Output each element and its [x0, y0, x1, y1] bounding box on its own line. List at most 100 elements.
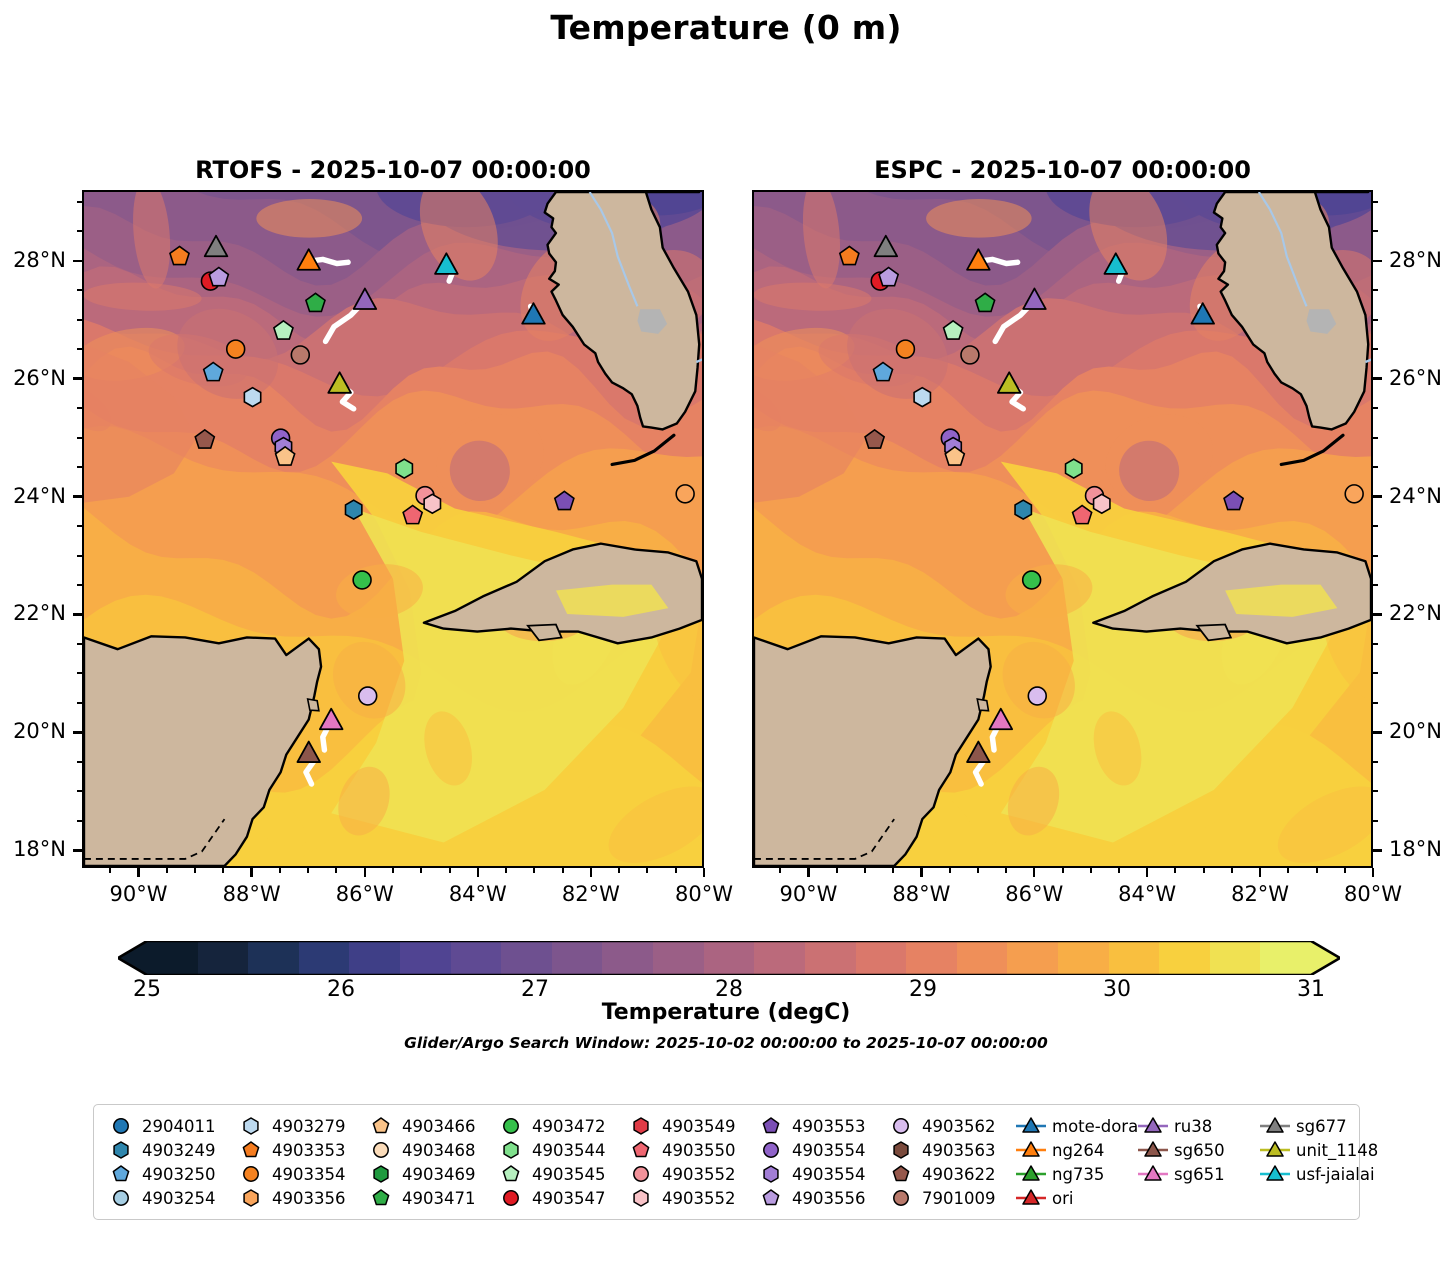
- argo-marker-4903353[interactable]: [838, 245, 860, 266]
- argo-marker-4903249[interactable]: [344, 499, 363, 521]
- legend-entry[interactable]: 2904011: [104, 1114, 234, 1138]
- legend-entry[interactable]: 4903563: [884, 1138, 1014, 1162]
- legend-entry[interactable]: 4903250: [104, 1162, 234, 1186]
- legend-entry[interactable]: ng735: [1014, 1162, 1136, 1186]
- glider-marker-mote-dora[interactable]: [521, 302, 546, 325]
- glider-marker-ng264[interactable]: [296, 248, 321, 271]
- x-tick-mark: [1258, 868, 1262, 877]
- argo-marker-4903466[interactable]: [944, 445, 966, 466]
- legend-entry[interactable]: 4903547: [494, 1186, 624, 1210]
- glider-marker-sg677[interactable]: [873, 234, 899, 258]
- legend-entry[interactable]: 7901009: [884, 1186, 1014, 1210]
- argo-marker-4903472[interactable]: [352, 570, 372, 590]
- argo-marker-4903622[interactable]: [194, 428, 216, 449]
- legend-entry[interactable]: mote-dora: [1014, 1114, 1138, 1138]
- glider-marker-unit_1148[interactable]: [996, 371, 1022, 394]
- argo-marker-4903249[interactable]: [1014, 499, 1033, 521]
- legend-entry[interactable]: sg650: [1136, 1138, 1258, 1162]
- legend-entry[interactable]: 4903249: [104, 1138, 234, 1162]
- glider-marker-usf-jaialai[interactable]: [434, 252, 459, 275]
- argo-marker-4903562[interactable]: [1027, 686, 1047, 706]
- glider-marker-ru38[interactable]: [1022, 287, 1047, 310]
- argo-marker-4903545[interactable]: [942, 319, 964, 340]
- sst-eddy-filament: [1093, 711, 1142, 786]
- legend-entry[interactable]: sg677: [1258, 1114, 1380, 1138]
- legend-entry[interactable]: 4903353: [234, 1138, 364, 1162]
- legend-entry[interactable]: 4903552: [624, 1186, 754, 1210]
- argo-marker-4903250[interactable]: [872, 361, 894, 382]
- argo-marker-7901009[interactable]: [960, 345, 980, 365]
- argo-marker-4903279[interactable]: [243, 386, 262, 408]
- argo-marker-4903553[interactable]: [1223, 490, 1245, 511]
- argo-marker-4903562[interactable]: [357, 686, 378, 706]
- legend-entry[interactable]: ru38: [1136, 1114, 1258, 1138]
- legend-entry[interactable]: 4903466: [364, 1114, 494, 1138]
- argo-marker-4903622[interactable]: [864, 428, 886, 449]
- legend-entry[interactable]: 4903468: [364, 1138, 494, 1162]
- legend-entry[interactable]: ori: [1014, 1186, 1136, 1210]
- argo-marker-4903544[interactable]: [1064, 458, 1083, 479]
- argo-marker-4903472[interactable]: [1021, 570, 1042, 590]
- glider-marker-mote-dora[interactable]: [1190, 302, 1215, 325]
- argo-marker-4903354[interactable]: [895, 339, 916, 359]
- map-panel-espc[interactable]: [752, 190, 1373, 868]
- argo-marker-4903556[interactable]: [208, 266, 230, 287]
- argo-marker-4903471[interactable]: [974, 292, 996, 313]
- argo-marker-4903544[interactable]: [395, 458, 414, 479]
- argo-marker-4903553[interactable]: [553, 490, 575, 511]
- argo-marker-4903356[interactable]: [675, 484, 695, 504]
- legend-entry[interactable]: 4903472: [494, 1114, 624, 1138]
- legend-entry[interactable]: 4903554: [754, 1138, 884, 1162]
- legend-entry[interactable]: 4903469: [364, 1162, 494, 1186]
- legend-entry[interactable]: ng264: [1014, 1138, 1136, 1162]
- argo-marker-4903356[interactable]: [1344, 484, 1364, 504]
- x-tick-label: 88°W: [892, 882, 951, 906]
- argo-marker-4903550[interactable]: [402, 504, 424, 525]
- argo-marker-4903556[interactable]: [878, 266, 900, 287]
- glider-marker-ru38[interactable]: [352, 287, 378, 310]
- glider-marker-sg650[interactable]: [296, 740, 321, 763]
- legend-swatch: [1136, 1139, 1170, 1161]
- map-panel-rtofs[interactable]: [82, 190, 704, 868]
- x-tick-label: 90°W: [109, 882, 168, 906]
- argo-marker-4903552[interactable]: [423, 493, 442, 515]
- argo-marker-4903353[interactable]: [169, 245, 190, 266]
- legend-entry[interactable]: 4903622: [884, 1162, 1014, 1186]
- glider-marker-usf-jaialai[interactable]: [1103, 252, 1129, 275]
- glider-marker-sg651[interactable]: [318, 707, 344, 731]
- argo-marker-4903552[interactable]: [1092, 493, 1111, 515]
- legend-entry[interactable]: 4903356: [234, 1186, 364, 1210]
- legend-entry[interactable]: unit_1148: [1258, 1138, 1380, 1162]
- legend-entry[interactable]: sg651: [1136, 1162, 1258, 1186]
- legend-entry[interactable]: 4903354: [234, 1162, 364, 1186]
- glider-marker-unit_1148[interactable]: [327, 371, 352, 394]
- argo-marker-4903545[interactable]: [272, 319, 294, 340]
- argo-marker-4903279[interactable]: [913, 386, 932, 408]
- glider-marker-sg677[interactable]: [203, 234, 229, 258]
- colorbar-tick-label: 31: [1297, 977, 1325, 1002]
- legend-entry[interactable]: 4903552: [624, 1162, 754, 1186]
- legend-entry[interactable]: usf-jaialai: [1258, 1162, 1380, 1186]
- glider-marker-sg650[interactable]: [966, 740, 991, 763]
- argo-marker-7901009[interactable]: [290, 345, 311, 365]
- legend-entry[interactable]: 4903562: [884, 1114, 1014, 1138]
- legend-entry[interactable]: 4903549: [624, 1114, 754, 1138]
- legend-entry[interactable]: 4903545: [494, 1162, 624, 1186]
- legend-entry[interactable]: 4903553: [754, 1114, 884, 1138]
- legend-entry[interactable]: 4903554: [754, 1162, 884, 1186]
- argo-marker-4903471[interactable]: [304, 292, 326, 313]
- glider-marker-ng264[interactable]: [966, 248, 991, 271]
- glider-marker-sg651[interactable]: [988, 707, 1014, 731]
- legend-entry[interactable]: 4903254: [104, 1186, 234, 1210]
- legend-entry[interactable]: 4903471: [364, 1186, 494, 1210]
- legend-entry[interactable]: 4903544: [494, 1138, 624, 1162]
- legend-entry[interactable]: 4903550: [624, 1138, 754, 1162]
- argo-marker-4903550[interactable]: [1071, 504, 1093, 525]
- x-minor-tick: [1117, 868, 1120, 873]
- legend-entry[interactable]: 4903556: [754, 1186, 884, 1210]
- argo-marker-4903354[interactable]: [225, 339, 246, 359]
- legend-entry[interactable]: 4903279: [234, 1114, 364, 1138]
- argo-marker-4903466[interactable]: [274, 445, 296, 466]
- x-tick-label: 88°W: [222, 882, 281, 906]
- argo-marker-4903250[interactable]: [202, 361, 224, 382]
